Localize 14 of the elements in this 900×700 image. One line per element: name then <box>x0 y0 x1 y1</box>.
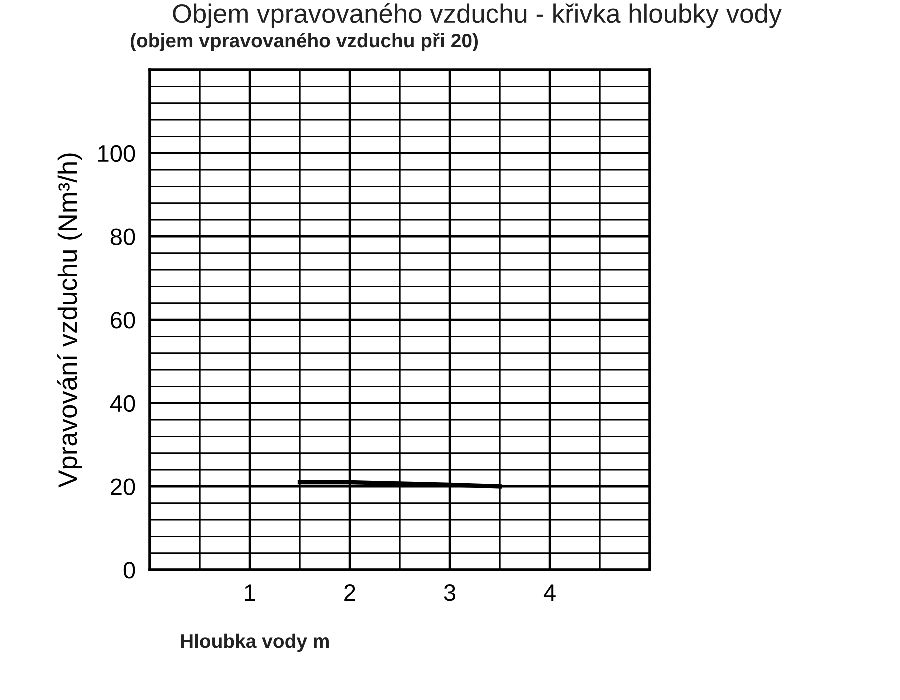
y-tick-label: 20 <box>111 478 136 496</box>
x-tick-label: 4 <box>544 584 556 601</box>
x-axis-title: Hloubka vody m <box>181 634 329 652</box>
x-tick-label: 1 <box>245 584 256 601</box>
y-tick-label: 80 <box>110 228 136 246</box>
y-tick-label: 100 <box>98 145 136 162</box>
y-tick-label: 40 <box>110 395 136 412</box>
chart-title: Objem vpravovaného vzduchu - křivka hloubky vody <box>173 4 782 28</box>
chart-subtitle: (objem vpravovaného vzduchu při 20) <box>130 33 478 52</box>
y-tick-label: 0 <box>124 562 136 579</box>
x-tick-label: 3 <box>444 584 456 602</box>
y-axis-title: Vpravování vzduchu (Nm³/h) <box>58 154 82 488</box>
x-tick-label: 2 <box>344 584 356 601</box>
y-tick-label: 60 <box>111 312 136 329</box>
